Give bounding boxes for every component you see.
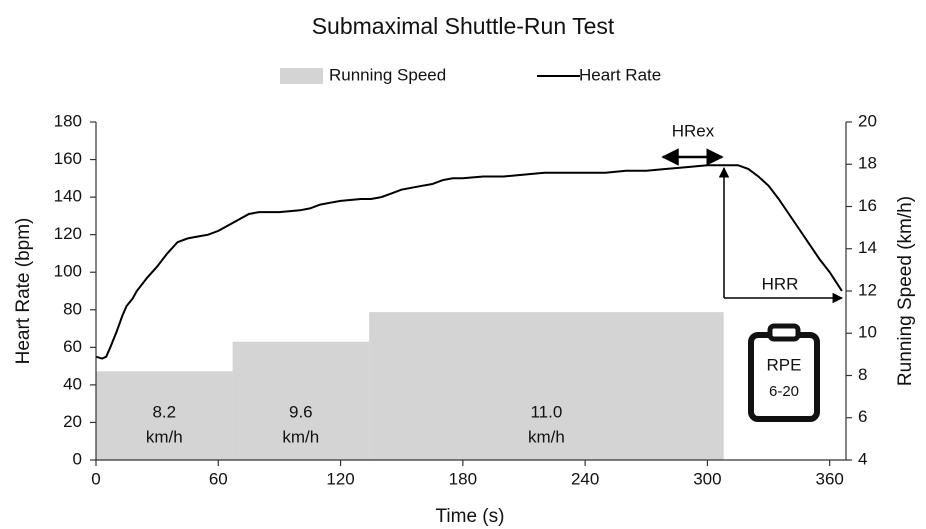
bar <box>96 371 233 460</box>
bar <box>369 312 724 460</box>
data-label-unit: km/h <box>528 427 565 446</box>
y2-tick-label: 10 <box>858 323 877 342</box>
data-label: 8.2 <box>152 402 176 421</box>
data-label-unit: km/h <box>146 427 183 446</box>
rpe-icon: RPE 6-20 <box>748 323 820 422</box>
x-axis-label: Time (s) <box>436 506 505 527</box>
annotation: 6-20 <box>769 383 799 400</box>
y2-axis-label: Running Speed (km/h) <box>895 196 916 386</box>
y-axis-label: Heart Rate (bpm) <box>13 218 34 365</box>
y-tick-label: 140 <box>54 187 82 206</box>
legend-label: Heart Rate <box>579 65 661 84</box>
x-tick-label: 120 <box>326 469 354 488</box>
y2-tick-label: 16 <box>858 196 877 215</box>
y2-tick-label: 4 <box>858 449 867 468</box>
annotation: RPE <box>767 355 802 374</box>
y-tick-label: 180 <box>54 111 82 130</box>
x-tick-label: 300 <box>693 469 721 488</box>
annotation: HRR <box>762 274 799 293</box>
x-tick-label: 360 <box>816 469 844 488</box>
y-tick-label: 20 <box>63 412 82 431</box>
y-tick-label: 160 <box>54 149 82 168</box>
y-tick-label: 120 <box>54 224 82 243</box>
data-label: 9.6 <box>289 402 313 421</box>
y2-tick-label: 6 <box>858 407 867 426</box>
y2-tick-label: 8 <box>858 365 867 384</box>
y-tick-label: 60 <box>63 337 82 356</box>
data-label-unit: km/h <box>282 427 319 446</box>
line <box>95 164 843 360</box>
clipboard-clip <box>767 323 801 342</box>
y2-tick-label: 20 <box>858 111 877 130</box>
legend-swatch <box>280 68 323 84</box>
y2-tick-label: 14 <box>858 238 877 257</box>
y-tick-label: 100 <box>54 262 82 281</box>
x-tick-label: 60 <box>209 469 228 488</box>
x-tick-label: 0 <box>91 469 100 488</box>
y-tick-label: 0 <box>73 449 82 468</box>
bar <box>232 341 370 460</box>
clipboard <box>748 332 820 422</box>
annotation: HRex <box>672 121 715 140</box>
y2-tick-label: 12 <box>858 280 877 299</box>
legend-label: Running Speed <box>329 65 446 84</box>
y-tick-label: 80 <box>63 299 82 318</box>
data-label: 11.0 <box>530 402 562 421</box>
x-tick-label: 180 <box>449 469 477 488</box>
chart-title: Submaximal Shuttle-Run Test <box>312 13 615 39</box>
y-tick-label: 40 <box>63 374 82 393</box>
y2-tick-label: 18 <box>858 154 877 173</box>
x-tick-label: 240 <box>571 469 599 488</box>
